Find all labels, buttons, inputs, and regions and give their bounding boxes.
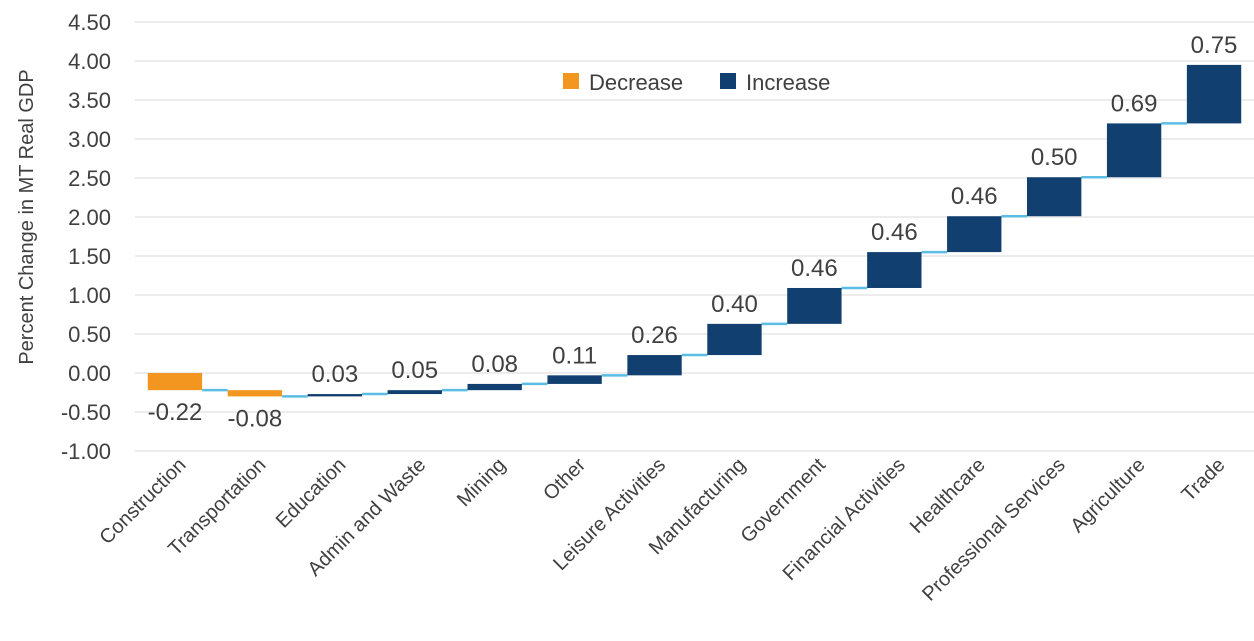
bar-healthcare bbox=[947, 216, 1002, 253]
y-tick-label: 4.50 bbox=[68, 10, 111, 35]
bar-construction bbox=[147, 373, 203, 391]
data-label: 0.46 bbox=[791, 255, 838, 282]
data-label: -0.22 bbox=[148, 399, 203, 426]
data-label: 0.05 bbox=[391, 357, 438, 384]
bar-manufacturing bbox=[707, 323, 762, 356]
y-tick-label: -1.00 bbox=[61, 439, 111, 464]
y-tick-label: 3.00 bbox=[68, 127, 111, 152]
legend-label-increase: Increase bbox=[746, 70, 830, 95]
x-category-label: Education bbox=[272, 454, 350, 532]
bar-agriculture bbox=[1106, 123, 1162, 178]
data-label: 0.03 bbox=[311, 361, 358, 388]
data-labels: -0.22 -0.08 0.03 0.05 0.08 0.11 0.26 0.40 0.46 0.… bbox=[148, 32, 1238, 432]
gridlines bbox=[135, 21, 1254, 452]
legend-swatch-decrease bbox=[563, 73, 579, 89]
y-tick-label: 3.50 bbox=[68, 88, 111, 113]
bars bbox=[147, 64, 1242, 397]
bar-transportation bbox=[227, 390, 283, 397]
legend-swatch-increase bbox=[720, 73, 736, 89]
data-label: 0.11 bbox=[552, 342, 597, 369]
data-label: 0.69 bbox=[1111, 90, 1158, 117]
x-category-label: Mining bbox=[453, 454, 510, 511]
data-label: 0.75 bbox=[1191, 32, 1238, 59]
data-label: 0.46 bbox=[951, 183, 998, 210]
y-axis-ticks: 4.50 4.00 3.50 3.00 2.50 2.00 1.50 1.00 0.50 0.00… bbox=[61, 10, 111, 464]
data-label: 0.26 bbox=[631, 322, 678, 349]
data-label: 0.40 bbox=[711, 291, 758, 318]
x-category-label: Other bbox=[539, 454, 590, 505]
y-tick-label: 2.00 bbox=[68, 205, 111, 230]
y-axis-title: Percent Change in MT Real GDP bbox=[16, 69, 38, 364]
y-tick-label: -0.50 bbox=[61, 400, 111, 425]
data-label: 0.08 bbox=[471, 351, 518, 378]
data-label: 0.46 bbox=[871, 219, 918, 246]
x-category-label: Agriculture bbox=[1066, 454, 1149, 537]
x-category-label: Professional Services bbox=[918, 454, 1070, 606]
bar-education bbox=[307, 394, 362, 397]
y-tick-label: 1.00 bbox=[68, 283, 111, 308]
x-category-label: Healthcare bbox=[906, 454, 990, 538]
y-tick-label: 0.00 bbox=[68, 361, 111, 386]
y-tick-label: 0.50 bbox=[68, 322, 111, 347]
y-tick-label: 1.50 bbox=[68, 244, 111, 269]
bar-professional-services bbox=[1027, 177, 1082, 217]
y-tick-label: 2.50 bbox=[68, 166, 111, 191]
connector-lines bbox=[202, 122, 1187, 398]
bar-financial-activities bbox=[867, 252, 922, 288]
legend-label-decrease: Decrease bbox=[589, 70, 683, 95]
bar-other bbox=[547, 375, 602, 384]
bar-leisure-activities bbox=[627, 355, 682, 376]
bar-mining bbox=[467, 383, 522, 391]
bar-trade bbox=[1186, 64, 1242, 124]
data-label: -0.08 bbox=[228, 405, 283, 432]
data-label: 0.50 bbox=[1031, 144, 1078, 171]
x-category-label: Trade bbox=[1178, 454, 1230, 506]
bar-government bbox=[787, 287, 842, 324]
legend: Decrease Increase bbox=[563, 70, 830, 95]
bar-admin-and-waste bbox=[387, 390, 442, 395]
y-tick-label: 4.00 bbox=[68, 49, 111, 74]
